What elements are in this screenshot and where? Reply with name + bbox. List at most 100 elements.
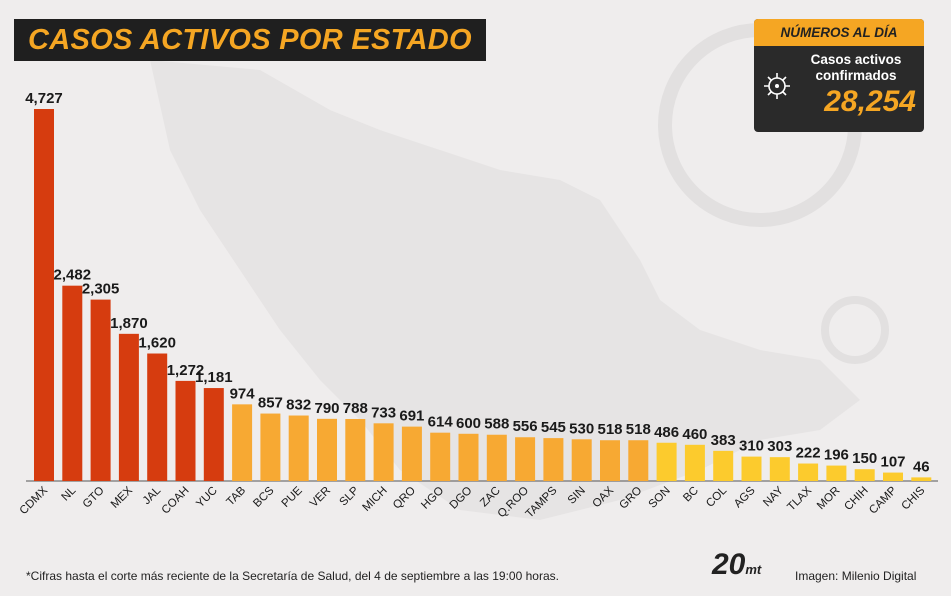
bar-son [656,442,677,481]
value-label: 790 [314,400,339,417]
value-label: 46 [913,458,930,475]
value-label: 196 [824,447,849,464]
bar-mich [373,423,394,481]
summary-total: 28,254 [824,85,916,118]
bar-yuc [203,388,224,481]
category-label: TAMPS [524,484,560,520]
bar-gto [90,299,111,481]
category-label: DGO [448,485,475,512]
bar-mex [118,333,139,481]
bar-hgo [430,432,451,481]
value-label: 2,482 [54,267,92,284]
value-label: 600 [456,415,481,432]
category-label: ZAC [478,485,503,510]
value-label: 857 [258,395,283,412]
value-label: 518 [626,421,651,438]
value-label: 1,620 [138,335,176,352]
category-label: QRO [391,485,418,512]
category-label: CDMX [18,484,51,517]
bar-slp [345,418,366,481]
value-label: 588 [484,416,509,433]
bar-chih [854,469,875,481]
category-label: NAY [761,484,786,509]
value-label: 518 [597,421,622,438]
bar-pue [288,415,309,481]
bar-dgo [458,433,479,481]
bar-qro [401,426,422,481]
bar-tlax [798,463,819,481]
bar-chis [911,477,932,481]
bar-mor [826,465,847,481]
summary-header: NÚMEROS AL DÍA [754,19,924,46]
bar-ver [317,418,337,481]
footnote: *Cifras hasta el corte más reciente de l… [26,569,559,583]
bar-bc [684,444,705,481]
value-label: 556 [513,418,538,435]
bar-col [713,450,734,481]
value-label: 691 [399,408,424,425]
bar-bcs [260,413,281,481]
bar-ags [741,456,762,481]
virus-icon [764,73,790,99]
summary-label: Casos activos confirmados [810,52,902,83]
category-label: SLP [338,484,362,508]
category-label: COL [704,484,730,510]
value-label: 310 [739,438,764,455]
category-label: OAX [590,484,616,510]
value-label: 545 [541,419,566,436]
value-label: 733 [371,404,396,421]
brand-logo: 20mt [712,548,761,582]
value-label: 788 [343,400,368,417]
category-label: GTO [81,485,107,511]
value-label: 1,272 [167,362,205,379]
value-label: 460 [682,426,707,443]
value-label: 1,181 [195,369,233,386]
category-label: MICH [360,485,389,514]
value-label: 150 [852,450,877,467]
bar-gro [628,440,649,481]
bar-tamps [543,438,564,481]
bar-sin [571,439,592,481]
value-label: 2,305 [82,281,120,298]
value-label: 303 [767,438,792,455]
category-label: YUC [194,485,220,511]
category-label: MOR [815,485,842,512]
logo-suffix: mt [745,562,762,577]
bar-tab [232,404,253,481]
value-label: 1,870 [110,315,148,332]
bar-jal [147,353,168,481]
category-label: BCS [251,484,276,509]
category-label: JAL [141,484,164,507]
category-label: TLAX [785,484,814,513]
value-label: 107 [880,454,905,471]
summary-card: NÚMEROS AL DÍA Casos activos confirmados… [754,19,924,132]
image-credit: Imagen: Milenio Digital [795,569,917,583]
bar-camp [883,472,903,481]
category-label: COAH [160,485,192,517]
bar-nay [769,457,790,481]
category-label: HGO [419,485,446,512]
category-label: CHIS [900,484,928,512]
category-label: SIN [566,485,588,507]
category-label: TAB [225,484,249,508]
bar-nl [62,285,83,481]
bar-oax [600,440,620,481]
bar-cdmx [34,109,54,481]
category-label: SON [647,485,673,511]
category-label: GRO [617,485,644,512]
value-label: 4,727 [25,90,63,107]
category-label: MEX [109,484,135,510]
category-label: AGS [732,484,758,510]
category-label: PUE [280,484,305,509]
bar-qroo [515,437,536,481]
value-label: 383 [711,432,736,449]
category-label: BC [681,485,701,505]
value-label: 614 [428,414,454,431]
chart-title-text: CASOS ACTIVOS POR ESTADO [28,23,472,56]
value-label: 530 [569,420,594,437]
category-label: NL [60,484,79,503]
value-label: 832 [286,397,311,414]
bar-zac [486,434,507,481]
category-label: CAMP [867,484,899,516]
